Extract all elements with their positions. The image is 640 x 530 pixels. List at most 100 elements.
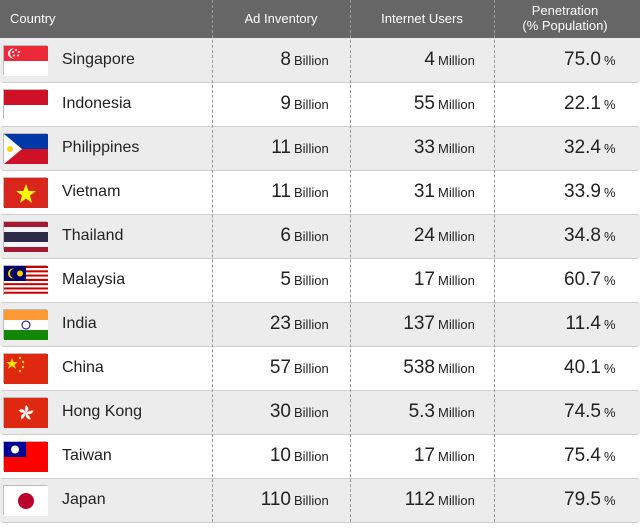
flag-cell xyxy=(0,309,50,339)
internet-users-cell: 17 Million xyxy=(350,445,494,467)
penetration-value: 34.8 xyxy=(564,225,601,247)
penetration-value: 60.7 xyxy=(564,269,601,291)
flag-cell xyxy=(0,133,50,163)
col-header-ad-inventory: Ad Inventory xyxy=(212,8,350,31)
table-row: India 23 Billion 137 Million 11.4 % xyxy=(0,302,640,346)
internet-users-unit: Million xyxy=(438,229,480,244)
penetration-unit: % xyxy=(604,361,622,376)
country-name: China xyxy=(50,359,212,377)
flag-icon-singapore xyxy=(3,45,47,75)
ad-inventory-cell: 11 Billion xyxy=(212,137,350,159)
country-name: Taiwan xyxy=(50,447,212,465)
row-separator xyxy=(2,478,638,479)
row-separator xyxy=(2,258,638,259)
penetration-cell: 34.8 % xyxy=(494,225,636,247)
internet-users-cell: 33 Million xyxy=(350,137,494,159)
column-separator xyxy=(212,0,213,522)
ad-inventory-cell: 5 Billion xyxy=(212,269,350,291)
ad-inventory-cell: 30 Billion xyxy=(212,401,350,423)
row-separator xyxy=(2,126,638,127)
ad-inventory-value: 10 xyxy=(270,445,291,467)
ad-inventory-cell: 11 Billion xyxy=(212,181,350,203)
row-separator xyxy=(2,522,638,523)
internet-users-value: 55 xyxy=(414,93,435,115)
table-row: Taiwan 10 Billion 17 Million 75.4 % xyxy=(0,434,640,478)
table-row: Singapore 8 Billion 4 Million 75.0 % xyxy=(0,38,640,82)
penetration-unit: % xyxy=(604,97,622,112)
internet-users-value: 4 xyxy=(424,49,435,71)
ad-inventory-unit: Billion xyxy=(294,229,336,244)
row-separator xyxy=(2,390,638,391)
penetration-cell: 75.4 % xyxy=(494,445,636,467)
ad-inventory-cell: 8 Billion xyxy=(212,49,350,71)
flag-cell xyxy=(0,89,50,119)
flag-icon-taiwan xyxy=(3,441,47,471)
flag-cell xyxy=(0,265,50,295)
internet-users-cell: 137 Million xyxy=(350,313,494,335)
penetration-value: 22.1 xyxy=(564,93,601,115)
penetration-value: 75.4 xyxy=(564,445,601,467)
ad-inventory-cell: 110 Billion xyxy=(212,489,350,511)
flag-icon-hongkong xyxy=(3,397,47,427)
ad-inventory-value: 11 xyxy=(271,137,291,159)
ad-inventory-unit: Billion xyxy=(294,141,336,156)
ad-inventory-unit: Billion xyxy=(294,317,336,332)
flag-icon-indonesia xyxy=(3,89,47,119)
country-name: Philippines xyxy=(50,139,212,157)
col-header-country: Country xyxy=(0,8,212,31)
row-separator xyxy=(2,434,638,435)
country-name: Malaysia xyxy=(50,271,212,289)
internet-users-cell: 538 Million xyxy=(350,357,494,379)
flag-cell xyxy=(0,221,50,251)
penetration-unit: % xyxy=(604,493,622,508)
ad-inventory-unit: Billion xyxy=(294,53,336,68)
ad-inventory-value: 30 xyxy=(270,401,291,423)
internet-users-value: 17 xyxy=(414,445,435,467)
internet-users-unit: Million xyxy=(438,97,480,112)
penetration-cell: 22.1 % xyxy=(494,93,636,115)
ad-inventory-value: 6 xyxy=(280,225,291,247)
internet-users-unit: Million xyxy=(438,141,480,156)
ad-inventory-unit: Billion xyxy=(294,273,336,288)
ad-inventory-cell: 10 Billion xyxy=(212,445,350,467)
internet-users-value: 137 xyxy=(403,313,435,335)
penetration-unit: % xyxy=(604,141,622,156)
country-name: Thailand xyxy=(50,227,212,245)
row-separator xyxy=(2,170,638,171)
ad-inventory-value: 110 xyxy=(261,489,291,511)
flag-cell xyxy=(0,485,50,515)
flag-icon-philippines xyxy=(3,133,47,163)
flag-icon-vietnam xyxy=(3,177,47,207)
table-row: Hong Kong 30 Billion 5.3 Million 74.5 % xyxy=(0,390,640,434)
table-body: Singapore 8 Billion 4 Million 75.0 % Ind… xyxy=(0,38,640,522)
ad-inventory-cell: 57 Billion xyxy=(212,357,350,379)
internet-users-unit: Million xyxy=(438,53,480,68)
internet-users-value: 33 xyxy=(414,137,435,159)
col-header-penetration: Penetration (% Population) xyxy=(494,0,636,38)
internet-users-cell: 112 Million xyxy=(350,489,494,511)
internet-users-value: 538 xyxy=(403,357,435,379)
flag-cell xyxy=(0,177,50,207)
column-separator xyxy=(494,0,495,522)
internet-users-unit: Million xyxy=(438,493,480,508)
ad-inventory-value: 23 xyxy=(270,313,291,335)
internet-users-unit: Million xyxy=(438,185,480,200)
ad-inventory-value: 11 xyxy=(271,181,291,203)
col-header-penetration-line2: (% Population) xyxy=(522,18,607,33)
penetration-value: 33.9 xyxy=(564,181,601,203)
row-separator xyxy=(2,302,638,303)
col-header-internet-users: Internet Users xyxy=(350,8,494,31)
ad-inventory-unit: Billion xyxy=(294,185,336,200)
row-separator xyxy=(2,82,638,83)
flag-cell xyxy=(0,397,50,427)
flag-icon-malaysia xyxy=(3,265,47,295)
ad-inventory-unit: Billion xyxy=(294,361,336,376)
country-name: Singapore xyxy=(50,51,212,69)
internet-users-cell: 24 Million xyxy=(350,225,494,247)
flag-cell xyxy=(0,353,50,383)
internet-users-cell: 17 Million xyxy=(350,269,494,291)
penetration-cell: 74.5 % xyxy=(494,401,636,423)
country-name: Hong Kong xyxy=(50,403,212,421)
flag-icon-india xyxy=(3,309,47,339)
internet-users-unit: Million xyxy=(438,405,480,420)
